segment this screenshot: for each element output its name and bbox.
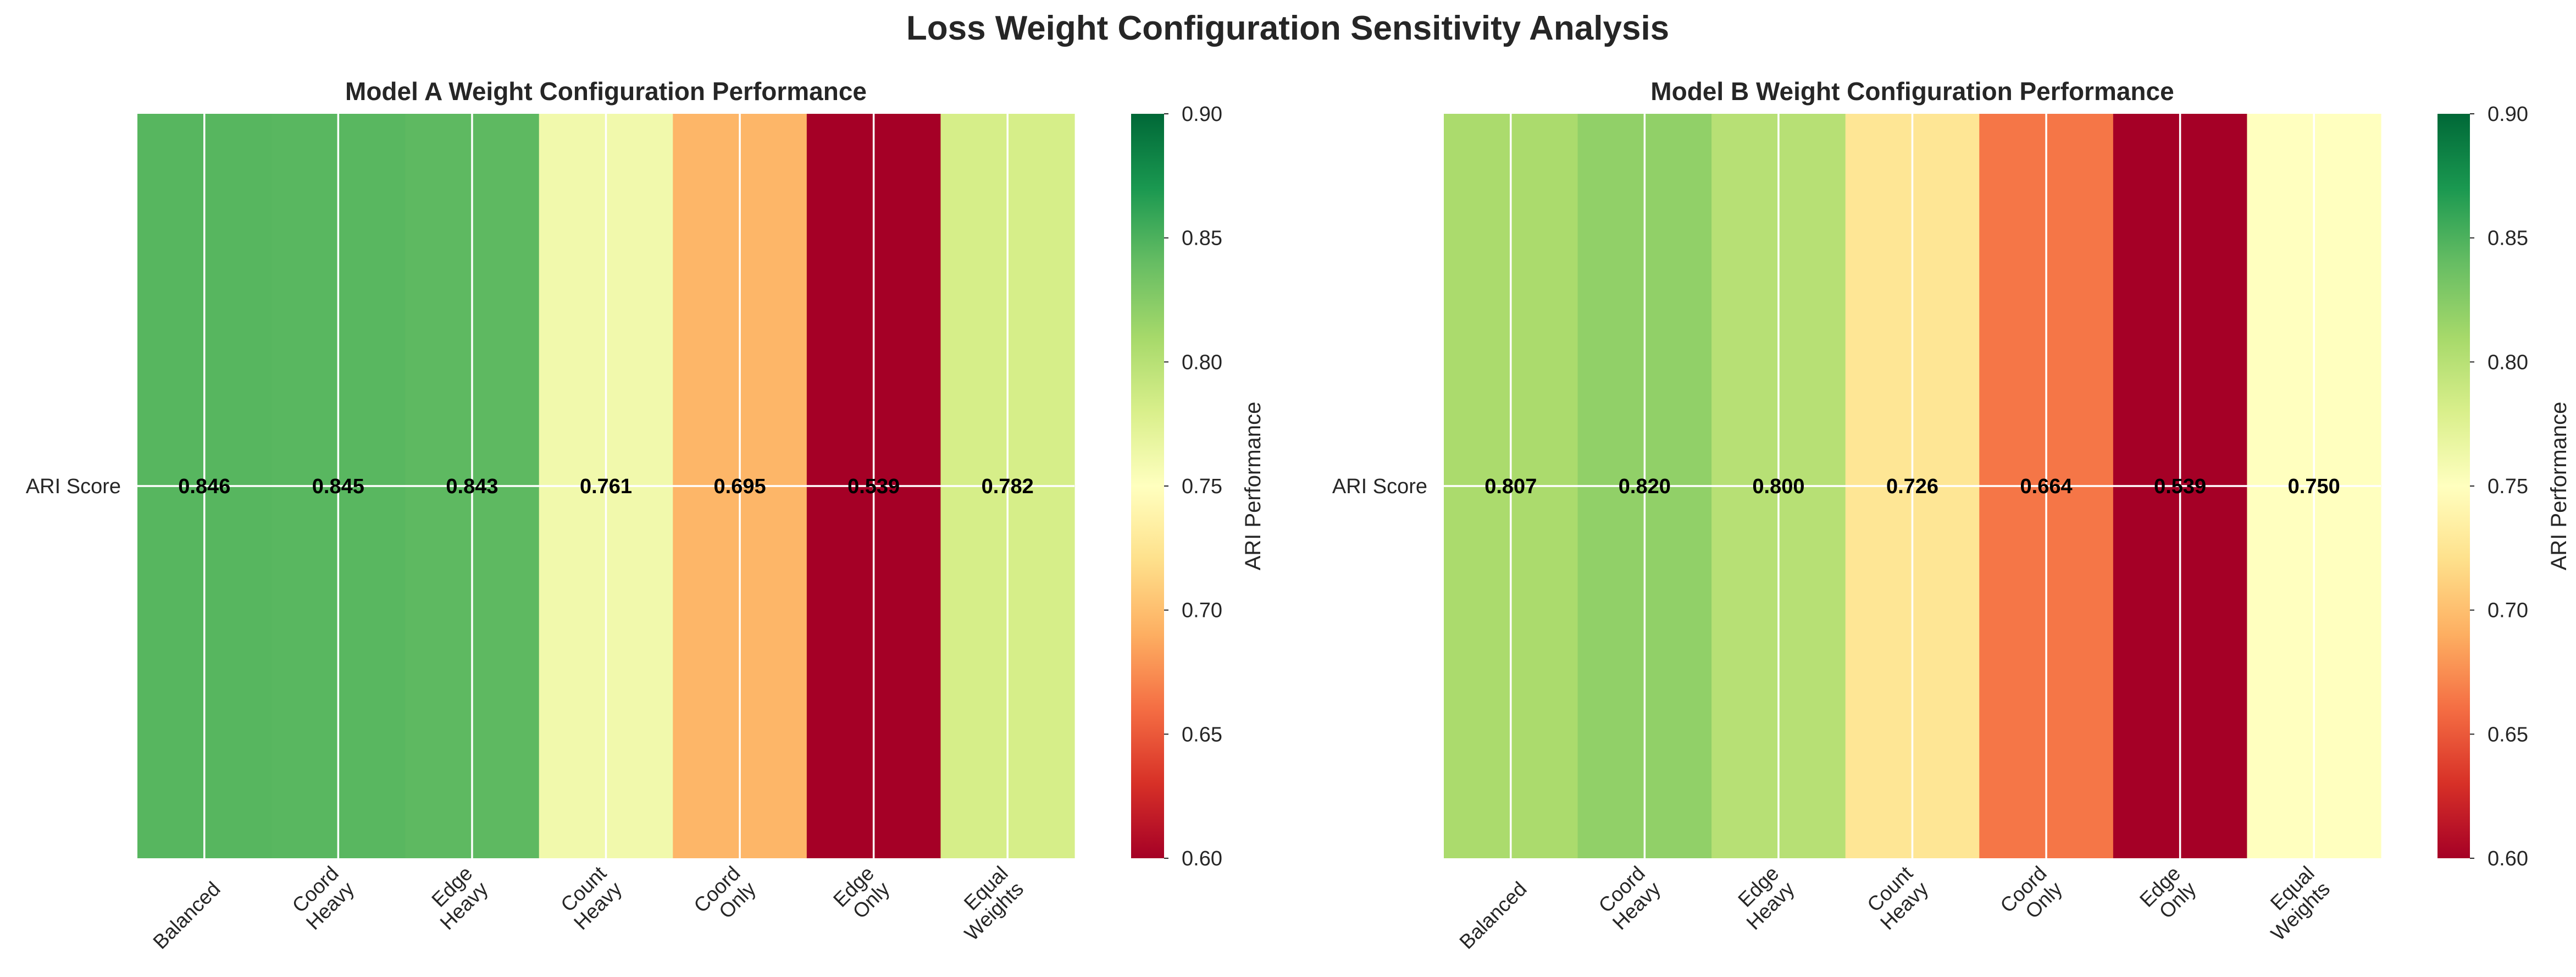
data-label: 0.726 (1886, 475, 1938, 498)
colorbar-tick-label: 0.70 (1182, 599, 1222, 622)
data-label: 0.539 (847, 475, 900, 498)
data-label: 0.695 (714, 475, 766, 498)
x-tick-label: EdgeHeavy (420, 862, 492, 934)
x-tick-label: EdgeOnly (2135, 862, 2201, 927)
data-label: 0.846 (178, 475, 230, 498)
colorbar-tick-label: 0.75 (1182, 475, 1222, 498)
colorbar-tick-label: 0.90 (2488, 103, 2528, 126)
colorbar-tick-label: 0.60 (1182, 847, 1222, 870)
x-tick-label: CountHeavy (1860, 862, 1933, 934)
data-label: 0.820 (1619, 475, 1671, 498)
x-tick-label: Balanced (149, 877, 225, 953)
x-tick-label: CoordOnly (689, 862, 760, 932)
colorbar-tick-label: 0.90 (1182, 103, 1222, 126)
x-tick-label: EqualWeights (2251, 862, 2334, 945)
heatmap-panel-model-b: Model B Weight Configuration Performance… (1332, 77, 2571, 953)
chart-title: Model A Weight Configuration Performance (345, 77, 867, 106)
colorbar-tick-label: 0.70 (2488, 599, 2528, 622)
chart-title: Model B Weight Configuration Performance (1650, 77, 2174, 106)
x-tick-label: EqualWeights (945, 862, 1028, 945)
colorbar-label: ARI Performance (1241, 402, 1265, 571)
colorbar-tick-label: 0.75 (2488, 475, 2528, 498)
heatmap-panel-model-a: Model A Weight Configuration Performance… (26, 77, 1265, 953)
colorbar-tick-label: 0.65 (1182, 723, 1222, 746)
data-label: 0.843 (446, 475, 498, 498)
data-label: 0.664 (2020, 475, 2073, 498)
x-tick-label: Balanced (1455, 877, 1531, 953)
data-label: 0.800 (1752, 475, 1804, 498)
colorbar-tick-label: 0.65 (2488, 723, 2528, 746)
data-label: 0.845 (312, 475, 364, 498)
data-label: 0.807 (1484, 475, 1537, 498)
data-label: 0.761 (580, 475, 632, 498)
y-tick-label: ARI Score (26, 475, 121, 498)
x-tick-label: EdgeOnly (829, 862, 894, 927)
colorbar-tick-label: 0.60 (2488, 847, 2528, 870)
x-tick-label: CountHeavy (554, 862, 627, 934)
data-label: 0.750 (2288, 475, 2340, 498)
x-tick-label-line: Balanced (1455, 877, 1531, 953)
colorbar-label: ARI Performance (2547, 402, 2571, 571)
colorbar (1131, 114, 1164, 858)
data-label: 0.539 (2154, 475, 2206, 498)
colorbar-tick-label: 0.80 (1182, 351, 1222, 374)
x-tick-label: CoordOnly (1996, 862, 2067, 932)
x-tick-label: CoordHeavy (286, 862, 359, 934)
x-tick-label: CoordHeavy (1593, 862, 1665, 934)
x-tick-label: EdgeHeavy (1726, 862, 1799, 934)
figure-suptitle: Loss Weight Configuration Sensitivity An… (906, 9, 1669, 47)
colorbar-tick-label: 0.80 (2488, 351, 2528, 374)
x-tick-label-line: Balanced (149, 877, 225, 953)
data-label: 0.782 (982, 475, 1034, 498)
colorbar (2437, 114, 2470, 858)
colorbar-tick-label: 0.85 (1182, 227, 1222, 250)
colorbar-tick-label: 0.85 (2488, 227, 2528, 250)
y-tick-label: ARI Score (1332, 475, 1427, 498)
